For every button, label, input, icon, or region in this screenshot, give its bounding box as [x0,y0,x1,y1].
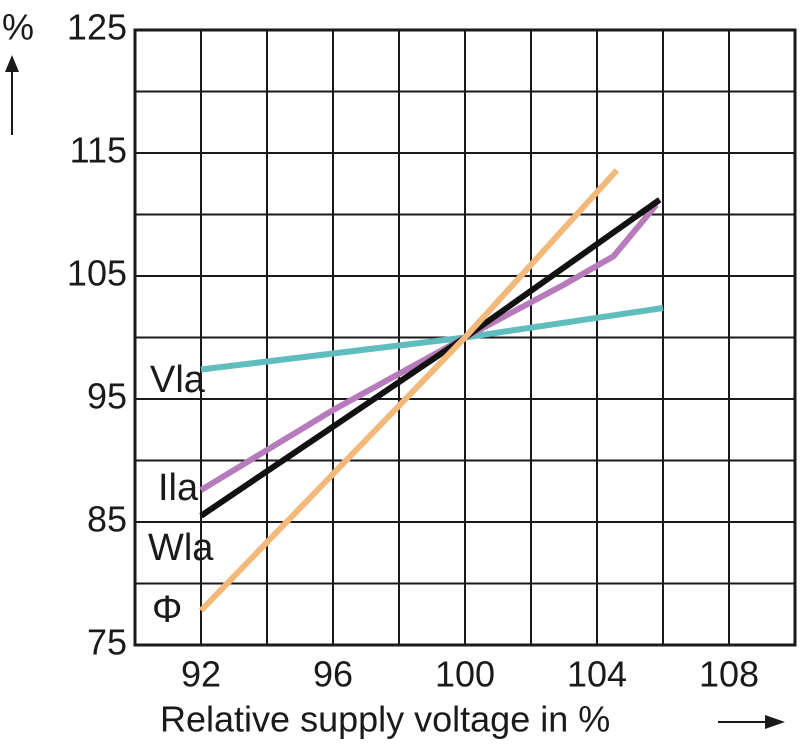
x-tick-label: 108 [699,654,759,695]
x-tick-label: 100 [435,654,495,695]
series-label: Wla [148,527,214,569]
series-label: Ila [158,467,199,509]
series-line [199,197,662,519]
x-axis-label: Relative supply voltage in % [160,699,610,740]
y-arrow [5,55,19,135]
series-line [198,168,620,613]
plot-frame [133,28,797,647]
series-line [199,202,659,493]
y-tick-label: 125 [67,7,127,48]
y-tick-label: 105 [67,253,127,294]
series-label: Φ [152,589,182,631]
y-axis-label: % [2,7,34,48]
series-label: Vla [150,359,206,401]
y-tick-label: 115 [70,130,127,171]
x-tick-label: 96 [313,654,353,695]
y-tick-label: 85 [87,499,127,540]
x-tick-label: 92 [181,654,221,695]
lines [198,168,664,613]
x-arrow [718,715,785,729]
y-tick-label: 95 [87,376,127,417]
y-tick-label: 75 [87,622,127,663]
x-tick-label: 104 [567,654,627,695]
